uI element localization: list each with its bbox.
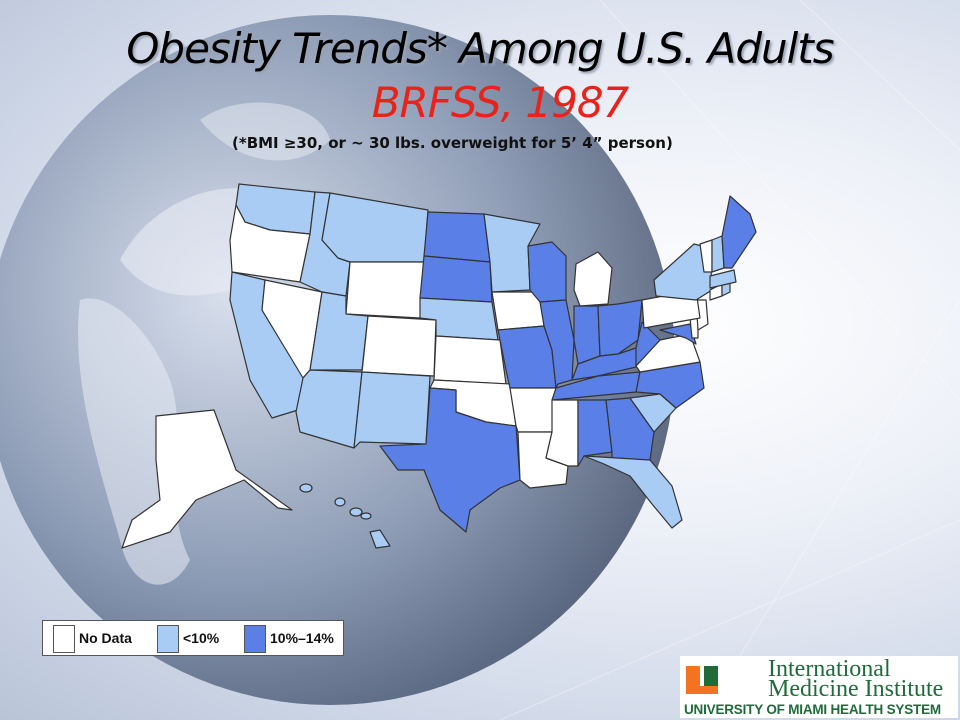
hawaii-island-3: [349, 507, 363, 517]
hawaii-island-2: [334, 497, 346, 507]
hawaii-island-4: [360, 512, 372, 520]
legend-swatch-low: [157, 625, 179, 653]
legend-swatch-no-data: [53, 625, 75, 653]
state-hi: [369, 529, 391, 549]
map-legend: No Data <10% 10%–14%: [42, 620, 344, 656]
state-sd: [419, 255, 493, 303]
state-ma: [709, 269, 737, 289]
logo-line-3: UNIVERSITY OF MIAMI HEALTH SYSTEM: [684, 702, 941, 717]
state-ar: [509, 387, 557, 433]
state-tx: [379, 387, 521, 533]
hawaii-island-1: [299, 483, 313, 493]
state-al: [577, 399, 613, 467]
state-ky: [571, 347, 641, 381]
legend-label-low: <10%: [183, 630, 220, 646]
legend-swatch-mid: [244, 625, 266, 653]
slide-footnote: (*BMI ≥30, or ~ 30 lbs. overweight for 5…: [232, 134, 673, 152]
state-wi: [527, 241, 567, 303]
legend-label-mid: 10%–14%: [270, 630, 334, 646]
logo-line-2: Medicine Institute: [768, 676, 944, 702]
state-mt: [321, 192, 429, 263]
slide-subtitle: BRFSS, 1987: [371, 78, 630, 127]
state-md: [659, 323, 697, 345]
state-co: [361, 315, 437, 377]
state-ks: [433, 335, 507, 385]
logo-line-1: International: [768, 656, 891, 682]
institute-logo: International Medicine Institute UNIVERS…: [680, 656, 958, 718]
state-fl: [583, 455, 683, 529]
state-nd: [423, 211, 491, 263]
state-mi: [573, 251, 613, 307]
state-in: [573, 305, 601, 365]
state-wy: [345, 261, 425, 319]
state-me: [721, 195, 757, 269]
state-wv: [635, 321, 661, 367]
state-il: [539, 299, 575, 389]
state-ak: [121, 409, 293, 549]
state-nm: [353, 371, 431, 449]
slide-title: Obesity Trends* Among U.S. Adults: [126, 24, 834, 73]
um-u-logo-icon: [686, 666, 718, 694]
legend-label-no-data: No Data: [79, 630, 132, 646]
state-az: [295, 369, 363, 449]
